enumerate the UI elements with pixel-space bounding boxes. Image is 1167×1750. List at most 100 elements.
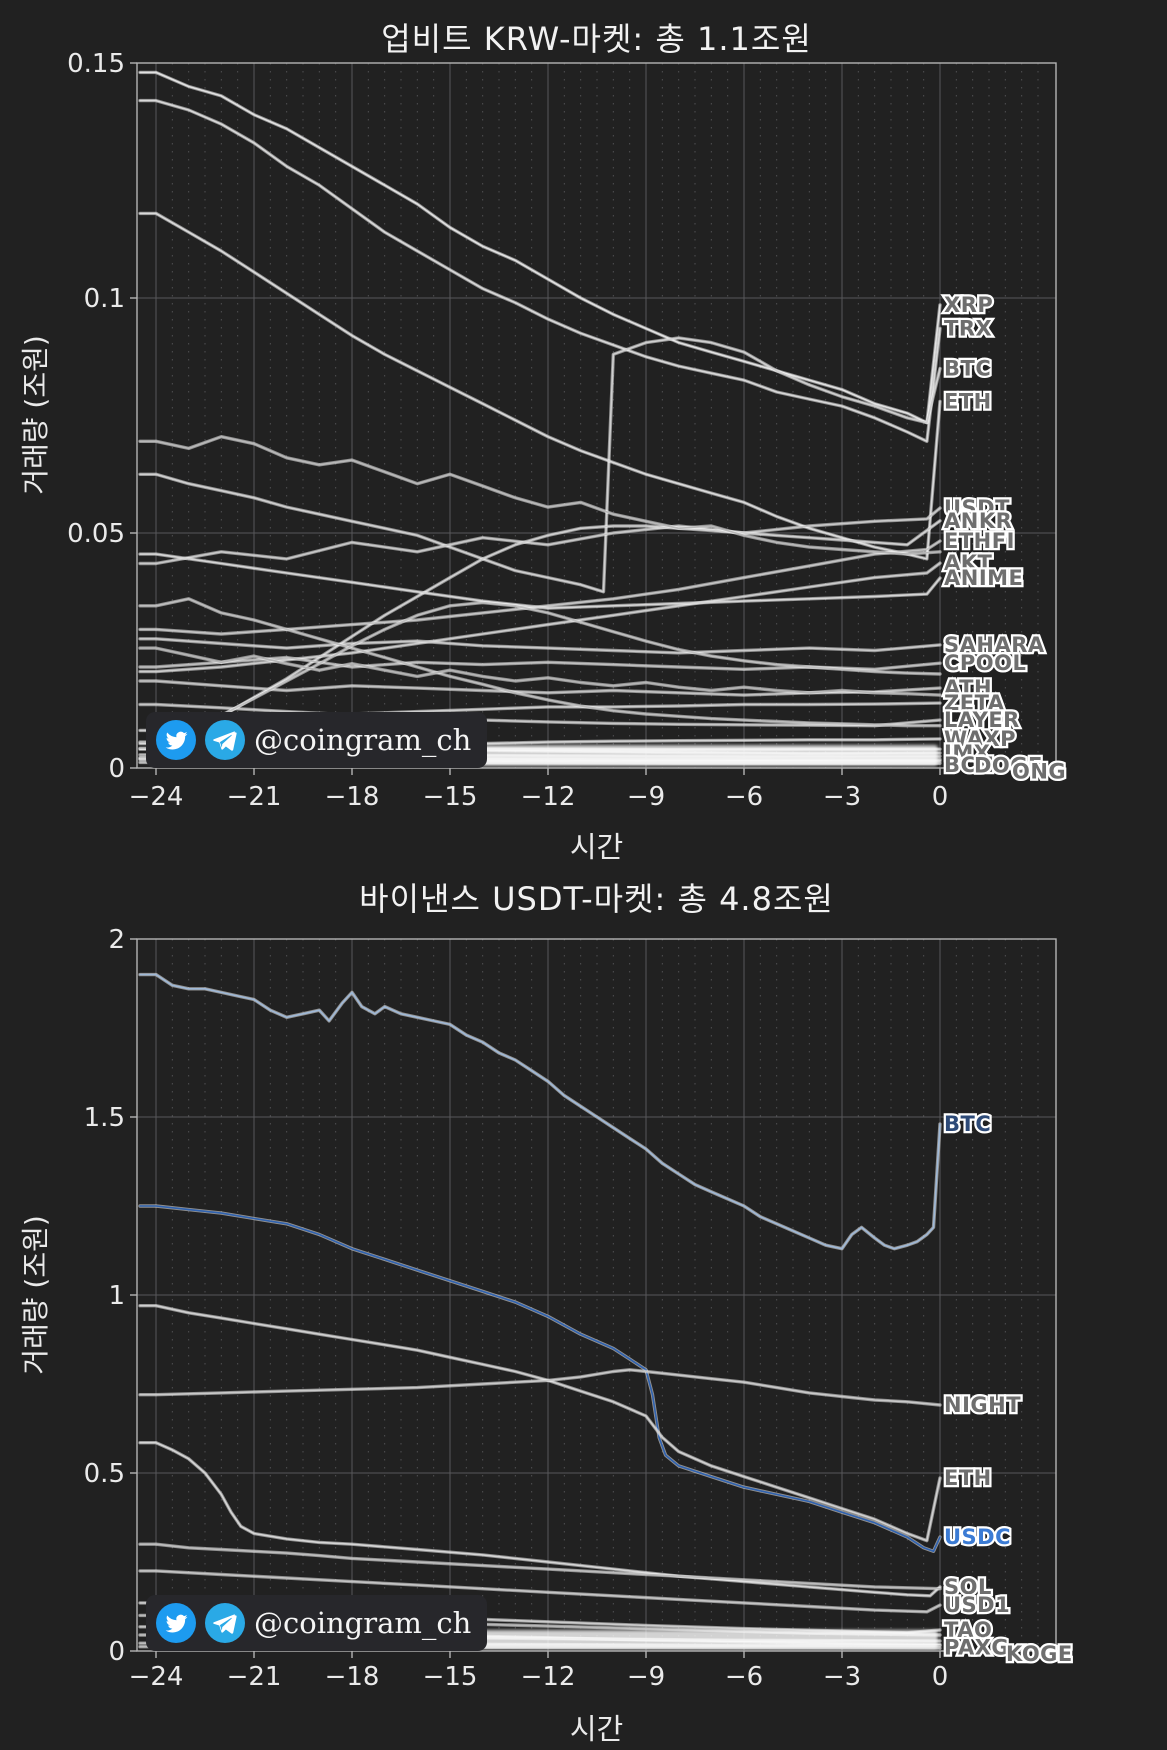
upbit-chart-panel: −24 −21 −18 −15 −12 −9 −6 −3 0 0 0.05 0.1 0.15 XRP TRX… <box>0 0 1167 864</box>
upbit-chart-title: 업비트 KRW-마켓: 총 1.1조원 <box>381 20 812 58</box>
coin-label-TAO: TAO <box>944 1618 992 1642</box>
coin-label-ETH: ETH <box>944 1466 992 1490</box>
y-tick-label: 0.1 <box>84 284 125 314</box>
coin-label-BTC: BTC <box>944 1112 991 1136</box>
series-line-BTC <box>139 337 941 593</box>
x-tick-label: −24 <box>129 1662 184 1692</box>
series-line-minor <box>139 1543 941 1590</box>
coin-label-USD1: USD1 <box>944 1593 1010 1617</box>
series-line-TRX <box>139 99 941 443</box>
small-caps-band <box>445 1630 938 1649</box>
coin-label-USDT: USDT <box>944 496 1010 520</box>
twitter-icon <box>156 1603 196 1643</box>
telegram-icon <box>205 720 245 760</box>
coin-label-ANKR: ANKR <box>944 509 1012 533</box>
series-line-XRP <box>139 71 941 424</box>
watermark-handle: @coingram_ch <box>254 1606 472 1640</box>
series-halo-AKT <box>138 561 942 674</box>
series-halo-XRP <box>138 70 942 425</box>
series-halo-BTC <box>138 972 942 1251</box>
y-tick-label: 0.5 <box>84 1459 125 1489</box>
watermark-handle: @coingram_ch <box>254 723 472 757</box>
series-line-ETH <box>139 1304 941 1542</box>
coin-label-USDC: USDC <box>944 1525 1011 1549</box>
series-line-NIGHT <box>139 1369 941 1406</box>
major-gridlines <box>137 938 1056 1652</box>
tick-labels: −24 −21 −18 −15 −12 −9 −6 −3 0 0 0.05 0.1 0.15 <box>67 49 948 812</box>
coin-label-TRX: TRX <box>944 317 992 341</box>
coin-label-IMX: IMX <box>944 741 990 765</box>
y-tick-label: 1 <box>108 1281 125 1311</box>
x-tick-label: −18 <box>325 1662 380 1692</box>
y-tick-label: 0.15 <box>67 49 125 79</box>
minor-gridlines <box>171 939 1039 1651</box>
binance-x-axis-label: 시간 <box>569 1712 624 1746</box>
coin-label-ATH: ATH <box>944 676 992 700</box>
binance-chart-panel: −24 −21 −18 −15 −12 −9 −6 −3 0 0 0.5 1 1.5 2 BTC USDC ET… <box>0 862 1167 1750</box>
series-line-USDC <box>139 1205 941 1553</box>
x-tick-label: −6 <box>725 782 763 812</box>
telegram-icon <box>205 1603 245 1643</box>
plot-frame <box>136 62 1057 769</box>
series-halo-NIGHT <box>138 1368 942 1407</box>
y-tick-label: 0.05 <box>67 519 125 549</box>
y-tick-label: 0 <box>108 754 125 784</box>
upbit-y-axis-label: 거래량 (조원) <box>19 335 52 495</box>
binance-chart-title: 바이낸스 USDT-마켓: 총 4.8조원 <box>359 880 834 918</box>
upbit-x-axis-label: 시간 <box>569 830 624 864</box>
coin-label-BCH: BCH <box>944 753 995 777</box>
y-tick-label: 1.5 <box>84 1103 125 1133</box>
coin-label-DOGE: DOGE <box>974 754 1043 778</box>
series-halo-SOL <box>138 1441 942 1598</box>
x-tick-label: −21 <box>227 782 282 812</box>
x-tick-label: −18 <box>325 782 380 812</box>
x-tick-label: −24 <box>129 782 184 812</box>
x-tick-label: 0 <box>932 782 949 812</box>
y-tick-label: 0 <box>108 1637 125 1667</box>
x-tick-label: −21 <box>227 1662 282 1692</box>
series-line-ETH <box>139 212 941 560</box>
series-line-SAHARA <box>139 638 941 654</box>
series-halo-BTC <box>138 336 942 594</box>
x-tick-label: −3 <box>823 782 861 812</box>
series-line-minor <box>139 601 941 743</box>
coin-label-ONG: ONG <box>1012 759 1066 783</box>
series-halo-ANIME <box>138 552 942 610</box>
series-halo-USDT <box>138 506 942 566</box>
series-line-minor <box>139 598 941 727</box>
small-caps-band <box>445 745 938 766</box>
coin-label-CPOOL: CPOOL <box>944 651 1026 675</box>
series-lines <box>138 972 942 1650</box>
x-tick-label: −15 <box>423 782 478 812</box>
x-tick-label: −12 <box>521 782 576 812</box>
x-tick-label: −15 <box>423 1662 478 1692</box>
series-line-ETHFI <box>139 540 941 635</box>
coin-label-KOGE: KOGE <box>1006 1642 1073 1666</box>
series-halo-ETH <box>138 211 942 561</box>
x-tick-label: −9 <box>627 1662 665 1692</box>
y-tick-label: 2 <box>108 925 125 955</box>
minor-gridlines <box>171 63 1039 768</box>
binance-y-axis-label: 거래량 (조원) <box>19 1215 52 1375</box>
coin-label-LAYER: LAYER <box>944 708 1020 732</box>
series-line-minor <box>139 435 941 555</box>
x-tick-label: 0 <box>932 1662 949 1692</box>
coin-label-SOL: SOL <box>944 1575 992 1599</box>
coin-label-ZETA: ZETA <box>944 691 1005 715</box>
tick-labels: −24 −21 −18 −15 −12 −9 −6 −3 0 0 0.5 1 1.5 2 <box>84 925 949 1692</box>
coin-label-ETH: ETH <box>944 389 992 413</box>
coin-label-SAHARA: SAHARA <box>944 633 1045 657</box>
coin-label-NIGHT: NIGHT <box>944 1393 1021 1417</box>
watermark-binance: @coingram_ch <box>146 1595 488 1651</box>
x-tick-label: −12 <box>521 1662 576 1692</box>
x-tick-label: −9 <box>627 782 665 812</box>
coin-label-ETHFI: ETHFI <box>944 529 1015 553</box>
series-line-USDT <box>139 507 941 565</box>
series-line-minor <box>139 647 941 696</box>
x-tick-label: −3 <box>823 1662 861 1692</box>
series-line-BTC <box>139 973 941 1250</box>
series-line-USD1 <box>139 1570 941 1613</box>
